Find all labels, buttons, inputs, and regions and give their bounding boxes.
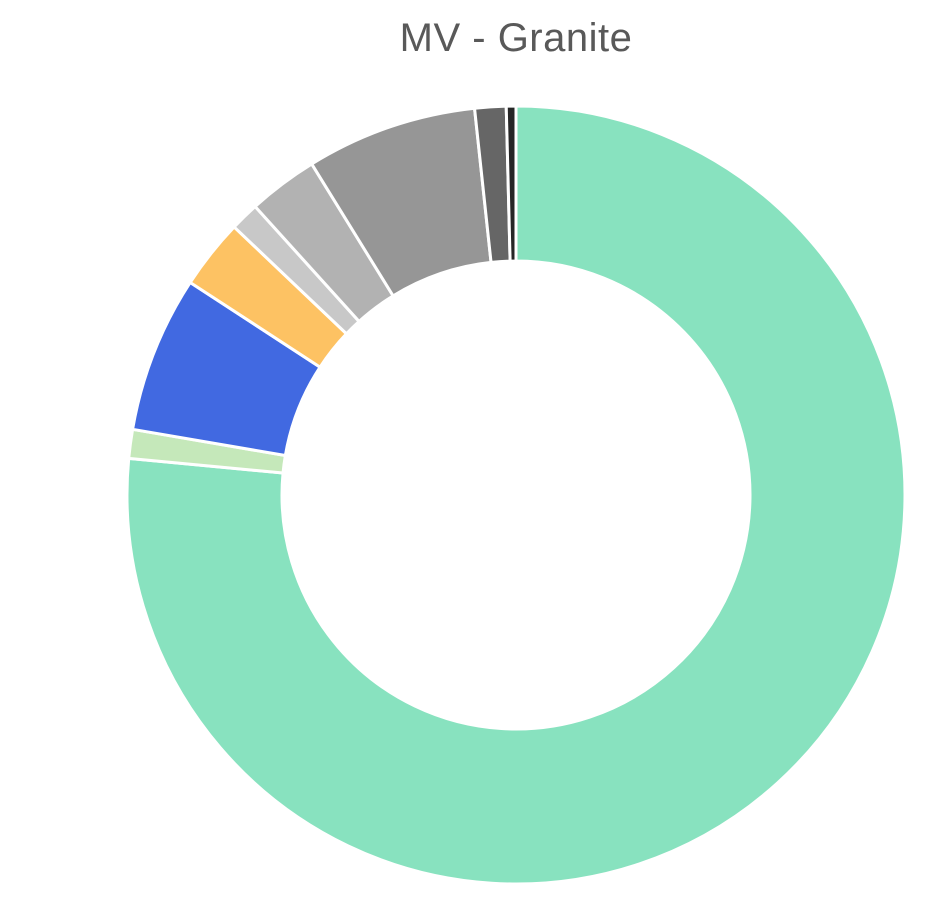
donut-slice-1	[125, 104, 907, 886]
donut-slice-9	[504, 104, 518, 263]
donut-slices	[125, 104, 907, 886]
chart-title: MV - Granite	[399, 16, 633, 60]
